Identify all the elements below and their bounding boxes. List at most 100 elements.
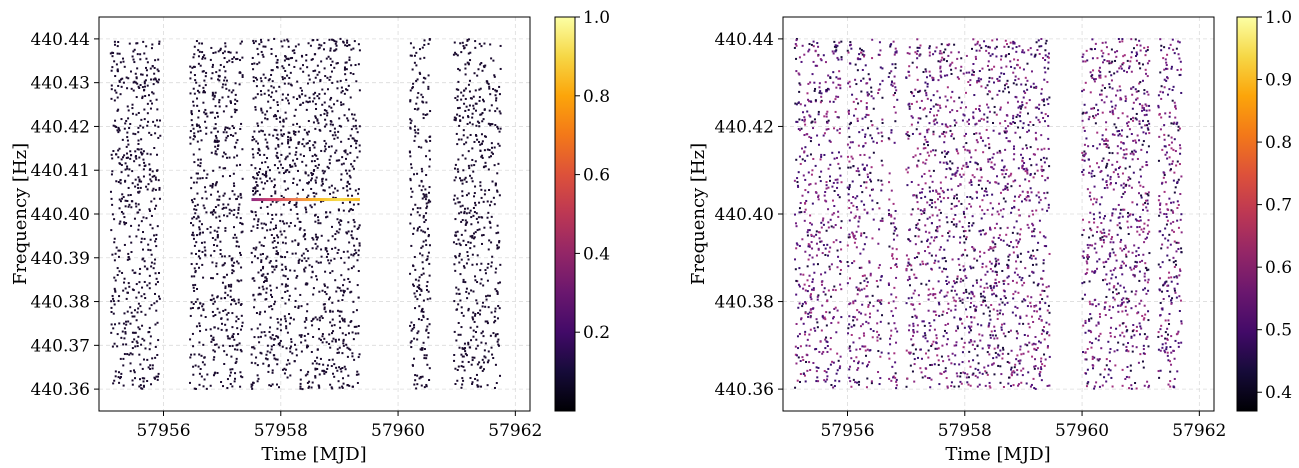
scatter-point bbox=[1029, 121, 1032, 124]
scatter-point bbox=[1110, 316, 1113, 319]
scatter-point bbox=[336, 136, 339, 139]
scatter-point bbox=[156, 280, 159, 283]
scatter-point bbox=[230, 91, 233, 94]
scatter-point bbox=[320, 315, 323, 318]
scatter-point bbox=[1163, 282, 1166, 285]
x-tick-label: 57956 bbox=[136, 421, 190, 441]
scatter-point bbox=[1111, 110, 1114, 113]
y-tick-label: 440.36 bbox=[31, 380, 90, 400]
scatter-point bbox=[938, 192, 941, 195]
scatter-point bbox=[1143, 317, 1146, 320]
scatter-point bbox=[1087, 255, 1090, 258]
scatter-point bbox=[313, 153, 316, 156]
scatter-point bbox=[478, 361, 481, 364]
scatter-point bbox=[462, 116, 465, 119]
scatter-point bbox=[330, 184, 333, 187]
scatter-point bbox=[418, 305, 421, 308]
scatter-point bbox=[112, 124, 115, 127]
scatter-point bbox=[461, 383, 464, 386]
scatter-point bbox=[834, 110, 837, 113]
scatter-point bbox=[996, 93, 999, 96]
scatter-point bbox=[342, 342, 345, 345]
scatter-point bbox=[325, 109, 328, 112]
scatter-point bbox=[266, 255, 269, 258]
scatter-point bbox=[283, 222, 286, 225]
scatter-point bbox=[465, 141, 468, 144]
scatter-point bbox=[192, 345, 195, 348]
scatter-point bbox=[425, 285, 428, 288]
left-colorbar: 0.20.40.60.81.0 bbox=[554, 8, 610, 412]
scatter-point bbox=[455, 308, 458, 311]
scatter-point bbox=[1112, 269, 1115, 272]
scatter-point bbox=[1088, 195, 1091, 198]
scatter-point bbox=[216, 140, 219, 143]
scatter-point bbox=[329, 321, 332, 324]
scatter-point bbox=[158, 40, 161, 43]
scatter-point bbox=[962, 145, 965, 148]
scatter-point bbox=[351, 165, 354, 168]
scatter-point bbox=[428, 158, 431, 161]
scatter-point bbox=[928, 186, 931, 189]
scatter-point bbox=[888, 172, 891, 175]
scatter-point bbox=[428, 186, 431, 189]
scatter-point bbox=[193, 74, 196, 77]
scatter-point bbox=[285, 327, 288, 330]
scatter-point bbox=[137, 302, 140, 305]
scatter-point bbox=[470, 339, 473, 342]
scatter-point bbox=[198, 228, 201, 231]
scatter-point bbox=[116, 52, 119, 55]
scatter-point bbox=[1161, 181, 1164, 184]
scatter-point bbox=[1131, 330, 1134, 333]
scatter-point bbox=[110, 197, 113, 200]
scatter-point bbox=[804, 380, 807, 383]
scatter-point bbox=[1035, 41, 1038, 44]
scatter-point bbox=[199, 367, 202, 370]
scatter-point bbox=[816, 376, 819, 379]
scatter-point bbox=[143, 161, 146, 164]
scatter-point bbox=[453, 353, 456, 356]
scatter-point bbox=[296, 213, 299, 216]
scatter-point bbox=[460, 179, 463, 182]
scatter-point bbox=[281, 368, 284, 371]
scatter-point bbox=[200, 354, 203, 357]
scatter-point bbox=[422, 230, 425, 233]
scatter-point bbox=[487, 248, 490, 251]
scatter-point bbox=[461, 219, 464, 221]
scatter-point bbox=[804, 104, 807, 107]
scatter-point bbox=[1032, 377, 1035, 380]
scatter-point bbox=[228, 127, 231, 130]
scatter-point bbox=[1116, 224, 1119, 227]
scatter-point bbox=[136, 345, 139, 348]
scatter-point bbox=[803, 211, 806, 213]
scatter-point bbox=[839, 241, 842, 244]
scatter-point bbox=[149, 178, 152, 181]
scatter-point bbox=[425, 243, 428, 246]
scatter-point bbox=[118, 322, 121, 325]
scatter-point bbox=[848, 345, 851, 348]
scatter-point bbox=[141, 337, 144, 340]
scatter-point bbox=[1032, 153, 1035, 156]
scatter-point bbox=[271, 69, 274, 72]
scatter-point bbox=[127, 186, 130, 189]
scatter-point bbox=[940, 372, 943, 375]
scatter-point bbox=[216, 244, 219, 247]
scatter-point bbox=[851, 262, 854, 265]
scatter-point bbox=[196, 172, 199, 175]
scatter-point bbox=[306, 249, 309, 252]
scatter-point bbox=[192, 87, 195, 90]
scatter-point bbox=[335, 48, 338, 51]
scatter-point bbox=[1013, 371, 1016, 374]
scatter-point bbox=[425, 354, 428, 357]
scatter-point bbox=[859, 47, 862, 50]
scatter-point bbox=[416, 285, 419, 288]
scatter-point bbox=[417, 128, 420, 131]
scatter-point bbox=[343, 92, 346, 95]
scatter-point bbox=[260, 129, 263, 132]
scatter-point bbox=[331, 301, 334, 304]
scatter-point bbox=[143, 377, 146, 380]
scatter-point bbox=[145, 66, 148, 69]
scatter-point bbox=[284, 320, 287, 323]
scatter-point bbox=[316, 119, 319, 122]
scatter-point bbox=[213, 300, 216, 303]
scatter-point bbox=[462, 314, 465, 317]
